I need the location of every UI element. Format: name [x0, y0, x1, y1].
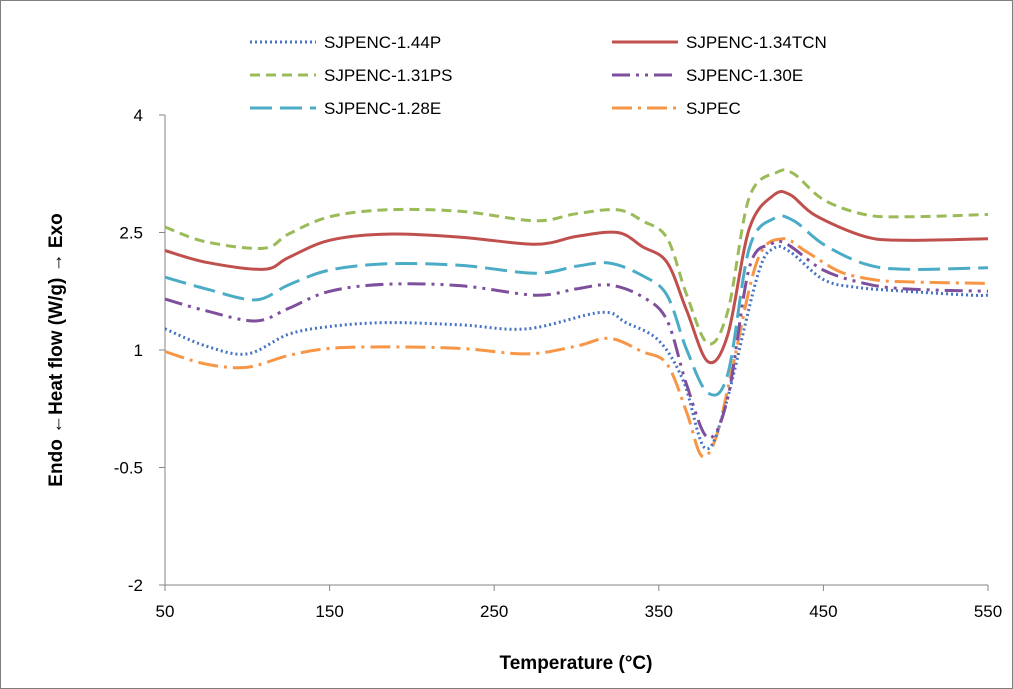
y-tick-label: 2.5	[119, 224, 143, 243]
x-tick-label: 50	[156, 602, 175, 621]
legend-label: SJPENC-1.30E	[686, 66, 803, 85]
series-line-sjpec	[164, 237, 989, 459]
series-line-sjpenc-1.34tcn	[164, 190, 989, 365]
legend-label: SJPENC-1.28E	[324, 99, 441, 118]
x-tick-label: 150	[315, 602, 343, 621]
legend-label: SJPEC	[686, 99, 741, 118]
legend-label: SJPENC-1.34TCN	[686, 33, 827, 52]
y-tick-label: -2	[128, 576, 143, 595]
series-line-sjpenc-1.28e	[164, 214, 989, 397]
legend-label: SJPENC-1.31PS	[324, 66, 453, 85]
series-layer	[164, 168, 989, 459]
y-tick-label: -0.5	[114, 459, 143, 478]
y-tick-label: 1	[134, 341, 143, 360]
x-tick-label: 550	[974, 602, 1002, 621]
y-axis-title: Endo ←Heat flow (W/g) → Exo	[46, 213, 67, 486]
y-tick-label: 4	[134, 106, 143, 125]
series-line-sjpenc-1.30e	[164, 239, 989, 440]
x-tick-label: 450	[809, 602, 837, 621]
x-axis-title: Temperature (°C)	[500, 653, 653, 674]
legend-label: SJPENC-1.44P	[324, 33, 441, 52]
series-line-sjpenc-1.44p	[164, 244, 989, 451]
series-line-sjpenc-1.31ps	[164, 168, 989, 346]
legend: SJPENC-1.44P SJPENC-1.34TCN SJPENC-1.31PS S…	[250, 33, 827, 118]
x-tick-label: 250	[480, 602, 508, 621]
x-tick-label: 350	[645, 602, 673, 621]
